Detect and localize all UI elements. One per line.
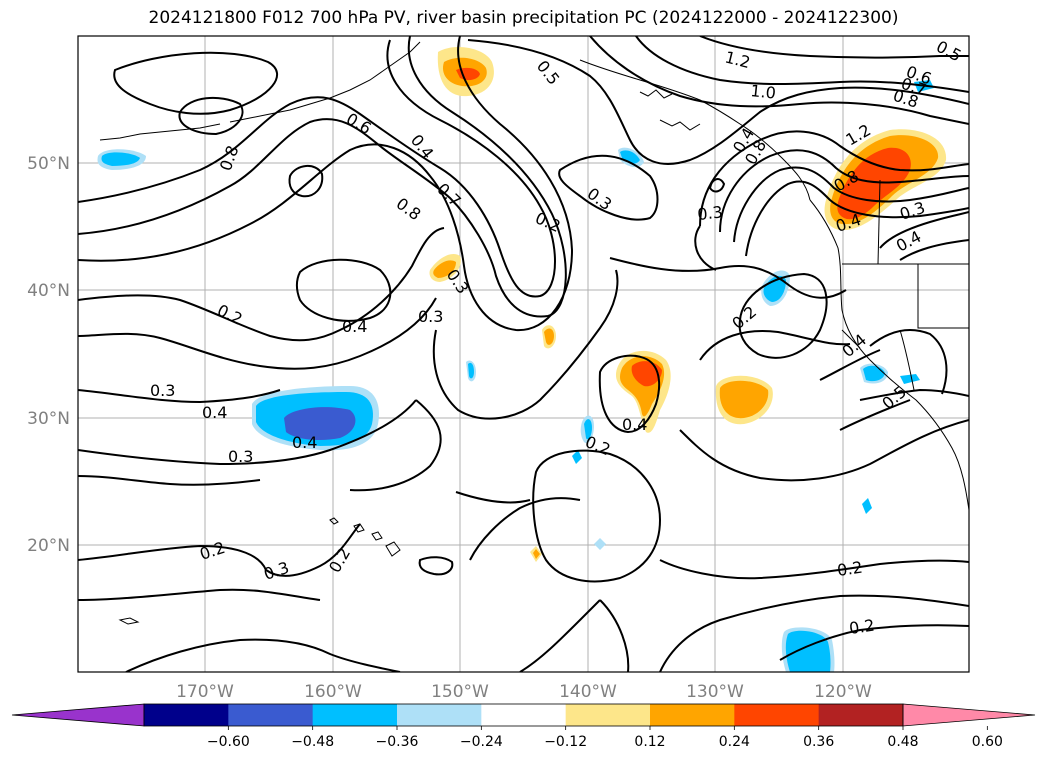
colorbar-tick-label: 0.60 <box>972 734 1003 750</box>
contour-label: 0.2 <box>848 616 876 638</box>
colorbar-bin <box>565 704 651 726</box>
contour-label: 0.4 <box>342 317 367 336</box>
colorbar-extend-min <box>11 703 145 727</box>
contour-label: 0.2 <box>197 538 227 564</box>
colorbar-bin <box>144 704 229 726</box>
colorbar-extend-max <box>902 703 1036 727</box>
colorbar-bin <box>228 704 314 726</box>
colorbar: −0.60 −0.48 −0.36 −0.24 −0.12 0.12 0.24 0.36 0.4… <box>11 703 1036 750</box>
contour-label: 0.6 <box>343 109 375 138</box>
contour-label: 0.4 <box>622 415 647 434</box>
latitude-labels: 50°N 40°N 30°N 20°N <box>27 154 70 556</box>
colorbar-tick-label: −0.12 <box>544 734 587 750</box>
contour-label: 0.2 <box>836 558 864 580</box>
colorbar-bin <box>818 704 904 726</box>
colorbar-tick-label: 0.12 <box>634 734 665 750</box>
contour-label: 0.3 <box>228 447 253 466</box>
contour-label: 0.3 <box>261 558 291 584</box>
contour-label: 0.4 <box>202 403 227 422</box>
lon-label-120w: 120°W <box>814 682 872 702</box>
colorbar-tick-label: 0.48 <box>887 734 918 750</box>
lat-label-20n: 20°N <box>27 536 70 556</box>
lat-label-30n: 30°N <box>27 409 70 429</box>
contour-label: 0.5 <box>878 382 910 413</box>
colorbar-tick-label: 0.24 <box>719 734 750 750</box>
longitude-labels: 170°W 160°W 150°W 140°W 130°W 120°W <box>176 682 872 702</box>
contour-label: 1.0 <box>750 81 777 103</box>
colorbar-bin <box>481 704 567 726</box>
pv-contours <box>78 36 969 672</box>
contour-label: 1.2 <box>723 47 752 72</box>
map-gridlines <box>78 36 969 672</box>
lon-label-130w: 130°W <box>686 682 744 702</box>
contour-label: 0.8 <box>393 194 425 224</box>
contour-label: 0.2 <box>325 544 354 576</box>
colorbar-bin <box>734 704 820 726</box>
map-frame <box>77 35 970 673</box>
lon-label-140w: 140°W <box>559 682 617 702</box>
contour-label: 0.2 <box>583 432 614 459</box>
contour-label: 0.8 <box>216 143 243 173</box>
colorbar-tick-label: −0.60 <box>207 734 250 750</box>
contour-label: 0.2 <box>728 302 760 333</box>
contour-label: 0.5 <box>533 57 564 89</box>
precipitation-shading <box>97 47 947 672</box>
contour-label: 0.3 <box>150 381 175 400</box>
lon-label-170w: 170°W <box>176 682 234 702</box>
contour-label: 0.3 <box>418 307 443 326</box>
contour-label: 0.4 <box>292 433 317 452</box>
colorbar-tick-label: 0.36 <box>803 734 834 750</box>
colorbar-tick-label: −0.36 <box>376 734 419 750</box>
lat-label-50n: 50°N <box>27 154 70 174</box>
map-title: 2024121800 F012 700 hPa PV, river basin … <box>148 8 899 28</box>
colorbar-outline <box>143 703 904 727</box>
colorbar-bin <box>312 704 398 726</box>
colorbar-bin <box>650 704 735 726</box>
contour-label: 0.5 <box>933 37 964 66</box>
contour-label: 0.3 <box>696 202 723 224</box>
lat-label-40n: 40°N <box>27 281 70 301</box>
lon-label-160w: 160°W <box>304 682 362 702</box>
colorbar-tick-label: −0.48 <box>291 734 334 750</box>
colorbar-bin <box>397 704 482 726</box>
lon-label-150w: 150°W <box>431 682 489 702</box>
colorbar-tick-label: −0.24 <box>460 734 503 750</box>
